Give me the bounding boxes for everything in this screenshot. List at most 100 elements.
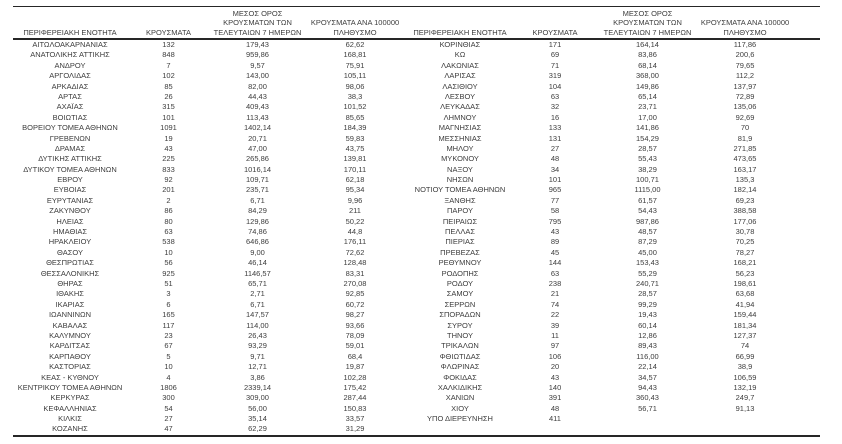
left-avg7-cell: 93,29 <box>248 341 267 351</box>
right-cases-cell: 795 <box>548 216 562 226</box>
right-per100k-cell: 135,3 <box>735 175 755 185</box>
right-per100k-cell: 72,89 <box>735 91 755 101</box>
left-cases-cell: 19 <box>164 133 173 143</box>
left-cases-cell: 86 <box>164 206 173 216</box>
left-avg7-cell: 109,71 <box>246 175 269 185</box>
right-cases-cell: 77 <box>550 195 560 205</box>
right-per100k-cell: 163,17 <box>733 164 757 174</box>
left-per100k-cell: 68,4 <box>347 351 363 361</box>
left-avg7-cell: 74,86 <box>248 227 267 237</box>
left-region-cell: ΑΙΤΩΛΟΑΚΑΡΝΑΝΙΑΣ <box>32 40 108 49</box>
left-per100k-cell: 139,81 <box>343 154 367 164</box>
right-header-region-label: ΠΕΡΙΦΕΡΕΙΑΚΗ ΕΝΟΤΗΤΑ <box>413 27 507 37</box>
left-per100k-cell: 85,65 <box>345 112 365 122</box>
right-per100k-cell: 81,9 <box>737 133 753 143</box>
left-cases-cell: 5 <box>166 351 171 361</box>
right-region-cell: ΧΑΛΚΙΔΙΚΗΣ <box>437 382 483 392</box>
right-per100k-cell: 92,69 <box>735 112 755 122</box>
left-cases-cell: 56 <box>164 258 173 268</box>
left-region-cell: ΙΩΑΝΝΙΝΩΝ <box>48 310 92 320</box>
right-cases-cell: 63 <box>550 91 560 101</box>
right-region-cell: ΧΑΝΙΩΝ <box>445 393 475 403</box>
right-region-cell: ΠΕΛΛΑΣ <box>444 227 476 237</box>
left-per100k-cell: 19,87 <box>345 362 365 372</box>
right-region-cell: ΜΑΓΝΗΣΙΑΣ <box>438 123 482 133</box>
left-cases-cell: 102 <box>162 71 175 81</box>
left-per100k-cell: 59,83 <box>345 133 365 143</box>
left-cases-cell: 47 <box>164 424 173 434</box>
right-avg7-cell: 368,00 <box>636 71 659 81</box>
right-cases-cell: 133 <box>548 123 562 133</box>
right-per100k-cell: 56,23 <box>735 268 755 278</box>
right-avg7-cell: 141,86 <box>636 123 659 133</box>
right-header-per100k: ΚΡΟΥΣΜΑΤΑ ΑΝΑ 100000 ΠΛΗΘΥΣΜΟ <box>700 7 790 38</box>
right-avg7-cell: 55,29 <box>638 268 657 278</box>
right-region-cell: ΡΟΔΟΥ <box>446 278 474 288</box>
right-region-cell: ΛΑΚΩΝΙΑΣ <box>441 60 479 70</box>
right-per100k-cell: 198,61 <box>733 278 757 288</box>
right-cases-cell: 48 <box>550 154 560 164</box>
left-per100k-cell: 101,52 <box>343 102 367 112</box>
left-region-cell: ΔΥΤΙΚΟΥ ΤΟΜΕΑ ΑΘΗΝΩΝ <box>23 164 117 174</box>
right-per100k-cell: 181,34 <box>733 320 757 330</box>
left-region-cell: ΘΕΣΣΑΛΟΝΙΚΗΣ <box>40 268 100 278</box>
right-cases-cell: 69 <box>550 50 560 60</box>
left-header-region: ΠΕΡΙΦΕΡΕΙΑΚΗ ΕΝΟΤΗΤΑ <box>13 7 127 38</box>
right-region-cell: ΚΟΡΙΝΘΙΑΣ <box>439 40 481 49</box>
left-cases-cell: 63 <box>164 227 173 237</box>
left-cases-cell: 85 <box>164 81 173 91</box>
right-avg7-cell: 55,43 <box>638 154 657 164</box>
right-avg7-cell: 89,43 <box>638 341 657 351</box>
right-per100k-cell: 473,65 <box>733 154 757 164</box>
left-avg7-cell: 35,14 <box>248 414 267 424</box>
left-header-per100k: ΚΡΟΥΣΜΑΤΑ ΑΝΑ 100000 ΠΛΗΘΥΣΜΟ <box>305 7 405 38</box>
left-avg7-cell: 12,71 <box>248 362 267 372</box>
right-header-avg7: ΜΕΣΟΣ ΟΡΟΣ ΚΡΟΥΣΜΑΤΩΝ ΤΩΝ ΤΕΛΕΥΤΑΙΩΝ 7 Η… <box>595 7 700 38</box>
left-per100k-cell: 60,72 <box>345 299 365 309</box>
right-region-cell: ΣΑΜΟΥ <box>446 289 474 299</box>
right-avg7-cell: 28,57 <box>638 289 657 299</box>
right-avg7-cell: 154,29 <box>636 133 659 143</box>
left-per100k-cell: 98,27 <box>345 310 365 320</box>
right-avg7-cell: 54,43 <box>638 206 657 216</box>
left-region-cell: ΑΡΤΑΣ <box>58 91 82 101</box>
right-region-cell: ΚΩ <box>454 50 466 60</box>
left-header-region-label: ΠΕΡΙΦΕΡΕΙΑΚΗ ΕΝΟΤΗΤΑ <box>23 27 117 37</box>
right-per100k-cell: 159,44 <box>733 310 757 320</box>
left-header-cases: ΚΡΟΥΣΜΑΤΑ <box>127 7 210 38</box>
left-region-cell: ΖΑΚΥΝΘΟΥ <box>49 206 91 216</box>
left-region-cell: ΑΡΚΑΔΙΑΣ <box>51 81 89 91</box>
right-per100k-cell: 106,59 <box>733 372 757 382</box>
right-cases-cell: 43 <box>550 372 560 382</box>
right-per100k-cell: 200,6 <box>735 50 755 60</box>
left-region-cell: ΑΧΑΪΑΣ <box>56 102 84 112</box>
right-per100k-cell: 41,94 <box>735 299 755 309</box>
right-cases-cell: 39 <box>550 320 560 330</box>
right-per100k-cell: 70,25 <box>735 237 755 247</box>
left-cases-cell: 6 <box>166 299 171 309</box>
right-cases-cell: 16 <box>550 112 560 122</box>
right-region-cell: ΠΑΡΟΥ <box>446 206 473 216</box>
right-cases-cell: 131 <box>548 133 562 143</box>
left-per100k-cell: 184,39 <box>343 123 367 133</box>
right-cases-cell: 97 <box>550 341 560 351</box>
right-region-cell: ΛΗΜΝΟΥ <box>443 112 477 122</box>
left-region-cell: ΚΑΡΔΙΤΣΑΣ <box>49 341 91 351</box>
right-per100k-cell: 117,86 <box>733 40 757 49</box>
left-per100k-cell: 176,11 <box>343 237 367 247</box>
right-cases-cell: 238 <box>548 278 562 288</box>
left-cases-cell: 23 <box>164 330 173 340</box>
left-avg7-cell: 265,86 <box>246 154 269 164</box>
left-cases-cell: 26 <box>164 91 173 101</box>
right-cases-cell: 21 <box>550 289 560 299</box>
left-region-cell: ΘΗΡΑΣ <box>57 278 83 288</box>
left-cases-cell: 2 <box>166 195 171 205</box>
left-avg7-cell: 2339,14 <box>243 382 272 392</box>
left-per100k-cell: 92,85 <box>345 289 365 299</box>
left-avg7-cell: 82,00 <box>248 81 267 91</box>
left-avg7-cell: 84,29 <box>248 206 267 216</box>
right-region-cell: ΞΑΝΘΗΣ <box>444 195 476 205</box>
right-avg7-cell: 38,29 <box>638 164 657 174</box>
left-region-cell: ΘΑΣΟΥ <box>57 247 83 257</box>
right-region-cell: ΣΕΡΡΩΝ <box>444 299 476 309</box>
